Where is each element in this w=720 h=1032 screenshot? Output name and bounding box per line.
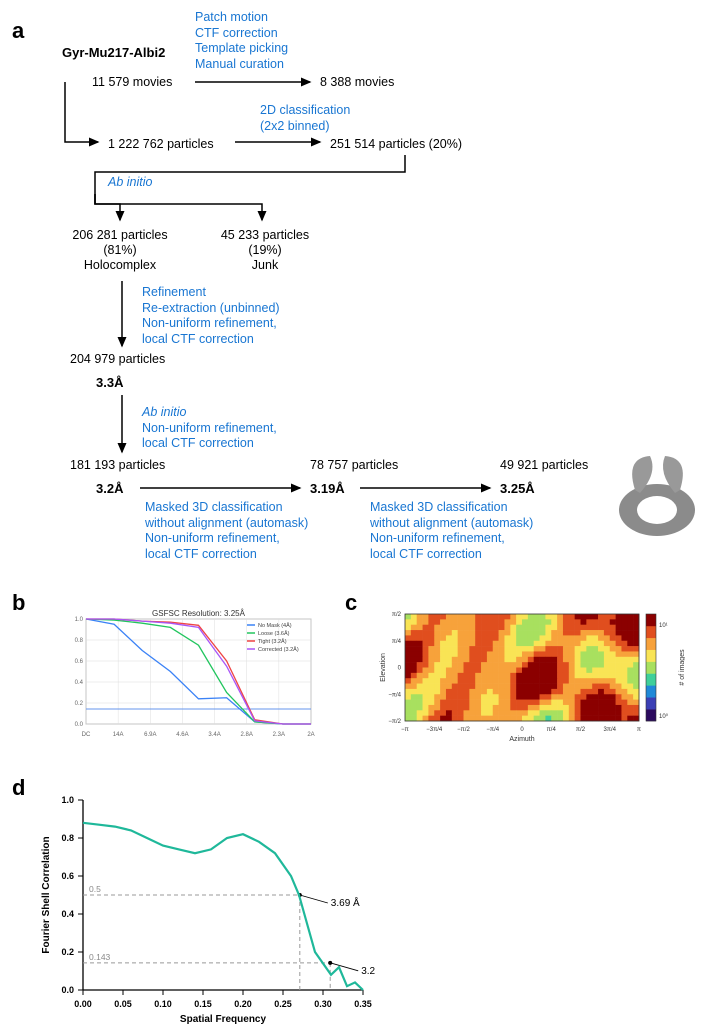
svg-text:Elevation: Elevation — [380, 653, 387, 682]
svg-text:Spatial Frequency: Spatial Frequency — [180, 1014, 267, 1025]
svg-text:0.8: 0.8 — [61, 833, 74, 843]
svg-text:0.35: 0.35 — [354, 999, 372, 1009]
svg-text:0.0: 0.0 — [61, 985, 74, 995]
svg-text:4.6A: 4.6A — [176, 732, 188, 738]
svg-text:Loose (3.6Å): Loose (3.6Å) — [258, 630, 290, 637]
svg-text:π/4: π/4 — [547, 727, 557, 733]
svg-text:0.00: 0.00 — [74, 999, 92, 1009]
svg-text:6.9A: 6.9A — [144, 732, 156, 738]
cryoem-density-icon — [610, 448, 705, 543]
svg-text:0.15: 0.15 — [194, 999, 212, 1009]
svg-text:−π/4: −π/4 — [388, 692, 401, 698]
svg-text:0.4: 0.4 — [75, 680, 84, 686]
chart-b: 0.0 0.2 0.4 0.6 0.8 1.0 DC 14A 6.9A 4.6A 3.4A 2.8A 2… — [60, 605, 315, 740]
svg-text:0: 0 — [520, 727, 524, 733]
svg-text:0.05: 0.05 — [114, 999, 132, 1009]
svg-text:# of images: # of images — [679, 649, 685, 686]
svg-text:14A: 14A — [113, 732, 124, 738]
svg-text:0.5: 0.5 — [89, 884, 101, 894]
svg-text:0.30: 0.30 — [314, 999, 332, 1009]
svg-text:π/4: π/4 — [392, 639, 402, 645]
svg-text:0.25: 0.25 — [274, 999, 292, 1009]
panel-b-label: b — [12, 590, 25, 616]
svg-text:DC: DC — [82, 732, 91, 738]
svg-text:0.6: 0.6 — [75, 659, 84, 665]
svg-text:3.24 Å: 3.24 Å — [361, 964, 375, 977]
svg-text:Corrected (3.2Å): Corrected (3.2Å) — [258, 646, 299, 653]
svg-text:0.2: 0.2 — [61, 947, 74, 957]
svg-text:−3π/4: −3π/4 — [426, 727, 443, 733]
svg-text:1.0: 1.0 — [61, 795, 74, 805]
svg-text:π/2: π/2 — [392, 612, 402, 618]
svg-text:Fourier Shell Correlation: Fourier Shell Correlation — [41, 836, 52, 953]
panel-c-label: c — [345, 590, 357, 616]
svg-text:3.69 Å: 3.69 Å — [331, 896, 360, 909]
svg-text:−π/4: −π/4 — [486, 727, 499, 733]
svg-text:0.20: 0.20 — [234, 999, 252, 1009]
chart-d-svg: 0.00 0.05 0.10 0.15 0.20 0.25 0.30 0.35 0.0 0.2 0.… — [35, 790, 375, 1025]
svg-text:0.0: 0.0 — [75, 722, 84, 728]
chart-b-svg: 0.0 0.2 0.4 0.6 0.8 1.0 DC 14A 6.9A 4.6A 3.4A 2.8A 2… — [60, 605, 315, 740]
svg-text:10⁰: 10⁰ — [659, 713, 669, 720]
chart-c-svg: −π −3π/4 −π/2 −π/4 0 π/4 π/2 3π/4 π −π/2 −π/4 0 π/4 π… — [375, 608, 685, 743]
svg-text:2A: 2A — [307, 732, 314, 738]
svg-text:10¹: 10¹ — [659, 623, 668, 629]
svg-text:3π/4: 3π/4 — [604, 727, 617, 733]
svg-text:Azimuth: Azimuth — [509, 736, 534, 743]
svg-text:2.3A: 2.3A — [273, 732, 285, 738]
svg-text:0.6: 0.6 — [61, 871, 74, 881]
svg-text:Tight (3.2Å): Tight (3.2Å) — [258, 638, 287, 645]
svg-text:0.143: 0.143 — [89, 952, 111, 962]
panel-d-label: d — [12, 775, 25, 801]
svg-text:1.0: 1.0 — [75, 617, 84, 623]
svg-text:−π: −π — [401, 727, 409, 733]
svg-text:0.2: 0.2 — [75, 701, 84, 707]
chart-d: 0.00 0.05 0.10 0.15 0.20 0.25 0.30 0.35 0.0 0.2 0.… — [35, 790, 375, 1025]
svg-text:2.8A: 2.8A — [241, 732, 253, 738]
svg-text:0.8: 0.8 — [75, 638, 84, 644]
svg-text:3.4A: 3.4A — [208, 732, 220, 738]
svg-text:0.4: 0.4 — [61, 909, 74, 919]
chart-c: −π −3π/4 −π/2 −π/4 0 π/4 π/2 3π/4 π −π/2 −π/4 0 π/4 π… — [375, 608, 685, 743]
svg-text:No Mask (4Å): No Mask (4Å) — [258, 622, 292, 629]
svg-text:−π/2: −π/2 — [388, 719, 401, 725]
svg-text:GSFSC Resolution: 3.25Å: GSFSC Resolution: 3.25Å — [152, 609, 246, 618]
svg-text:−π/2: −π/2 — [457, 727, 470, 733]
svg-text:π: π — [637, 727, 641, 733]
svg-text:π/2: π/2 — [576, 727, 586, 733]
svg-text:0.10: 0.10 — [154, 999, 172, 1009]
svg-text:0: 0 — [398, 666, 402, 672]
